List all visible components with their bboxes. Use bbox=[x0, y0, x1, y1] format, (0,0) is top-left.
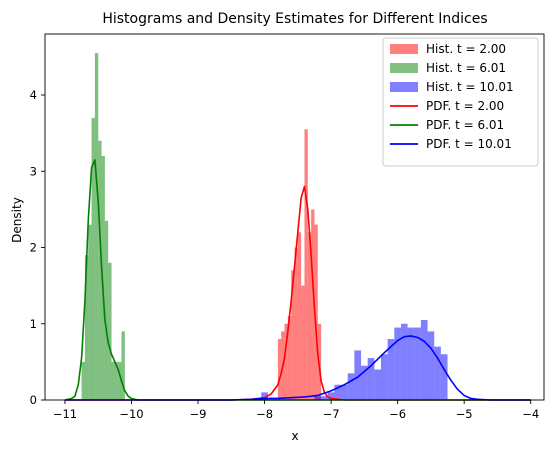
hist-bar-3-18 bbox=[374, 369, 381, 400]
hist-bar-1-11 bbox=[311, 209, 315, 400]
x-tick-label-2: −10 bbox=[119, 407, 143, 421]
hist-bar-1-9 bbox=[304, 129, 308, 400]
hist-bar-3-23 bbox=[407, 327, 415, 400]
hist-bar-2-7 bbox=[101, 156, 105, 400]
hist-bar-2-5 bbox=[94, 53, 99, 400]
plot-area bbox=[64, 53, 531, 401]
hist-bar-1-10 bbox=[307, 232, 312, 400]
hist-bar-3-14 bbox=[347, 373, 355, 400]
hist-bar-2-8 bbox=[104, 220, 109, 400]
hist-bar-3-17 bbox=[367, 358, 375, 400]
chart-title: Histograms and Density Estimates for Dif… bbox=[102, 11, 487, 27]
hist-bar-3-27 bbox=[434, 346, 441, 400]
hist-bar-2-13 bbox=[121, 331, 125, 400]
hist-bar-1-7 bbox=[297, 232, 302, 400]
legend-swatch-hist-2 bbox=[390, 63, 418, 73]
hist-bar-3-26 bbox=[427, 331, 435, 400]
legend-label-pdf-1: PDF. t = 2.00 bbox=[426, 99, 504, 113]
x-tick-label-5: −7 bbox=[323, 407, 340, 421]
hist-bar-3-21 bbox=[394, 327, 401, 400]
legend-label-hist-3: Hist. t = 10.01 bbox=[426, 80, 514, 94]
hist-bar-2-11 bbox=[114, 361, 119, 400]
y-tick-label-2: 1 bbox=[30, 317, 37, 331]
hist-bar-1-12 bbox=[314, 224, 318, 400]
hist-bar-3-20 bbox=[387, 339, 395, 400]
hist-bar-2-2 bbox=[84, 255, 89, 400]
hist-bar-3-1 bbox=[261, 392, 268, 400]
pdf-line-2 bbox=[64, 159, 531, 401]
hist-bar-1-1 bbox=[277, 339, 282, 400]
hist-bar-3-28 bbox=[440, 354, 448, 400]
hist-bar-1-5 bbox=[291, 270, 295, 400]
hist-bar-1-4 bbox=[287, 316, 292, 400]
legend-label-pdf-3: PDF. t = 10.01 bbox=[426, 137, 512, 151]
hist-bar-3-10 bbox=[321, 396, 328, 400]
y-axis-label: Density bbox=[10, 197, 24, 243]
pdf-line-1 bbox=[64, 185, 531, 401]
hist-bar-3-25 bbox=[420, 319, 428, 400]
legend-label-pdf-2: PDF. t = 6.01 bbox=[426, 118, 504, 132]
legend-label-hist-2: Hist. t = 6.01 bbox=[426, 61, 506, 75]
hist-bar-2-4 bbox=[91, 117, 95, 400]
x-tick-label-3: −9 bbox=[190, 407, 207, 421]
legend-box bbox=[382, 37, 539, 167]
hist-bar-2-3 bbox=[88, 224, 92, 400]
hist-bar-1-6 bbox=[294, 247, 298, 400]
legend: Hist. t = 2.00 Hist. t = 6.01 Hist. t = 10… bbox=[382, 37, 539, 167]
x-tick-label-6: −6 bbox=[389, 407, 406, 421]
hist-bar-1-8 bbox=[301, 285, 305, 400]
hist-bar-3-15 bbox=[354, 350, 362, 400]
y-tick-label-4: 3 bbox=[30, 164, 37, 178]
hist-bar-1-3 bbox=[284, 323, 288, 400]
hist-bar-3-11 bbox=[327, 392, 335, 400]
hist-bar-3-24 bbox=[414, 327, 421, 400]
y-tick-label-5: 4 bbox=[30, 88, 37, 102]
x-tick-label-7: −5 bbox=[456, 407, 473, 421]
hist-bar-3-19 bbox=[380, 354, 388, 400]
hist-bar-3-22 bbox=[400, 323, 408, 400]
x-tick-label-4: −8 bbox=[256, 407, 273, 421]
y-tick-label-1: 0 bbox=[30, 393, 37, 407]
legend-swatch-hist-1 bbox=[390, 44, 418, 54]
hist-bar-2-10 bbox=[111, 361, 115, 400]
hist-bar-2-1 bbox=[81, 361, 85, 400]
axes: −11 −10 −9 −8 −7 −6 −5 −4 0 1 2 3 4 bbox=[30, 33, 545, 421]
legend-label-hist-1: Hist. t = 2.00 bbox=[426, 42, 506, 56]
hist-bar-3-9 bbox=[314, 396, 322, 400]
hist-bar-3-13 bbox=[341, 384, 348, 400]
pdf-line-3 bbox=[64, 335, 531, 401]
legend-swatch-hist-3 bbox=[390, 82, 418, 92]
hist-bar-2-9 bbox=[108, 262, 112, 400]
hist-bar-2-6 bbox=[98, 140, 102, 400]
hist-bar-3-16 bbox=[361, 365, 368, 400]
hist-bar-2-12 bbox=[118, 361, 122, 400]
axes-frame bbox=[44, 33, 545, 401]
x-tick-label-8: −4 bbox=[522, 407, 539, 421]
y-tick-label-3: 2 bbox=[30, 241, 37, 255]
hist-bar-3-12 bbox=[334, 384, 342, 400]
x-axis-label: x bbox=[291, 429, 298, 443]
x-tick-label-1: −11 bbox=[53, 407, 77, 421]
